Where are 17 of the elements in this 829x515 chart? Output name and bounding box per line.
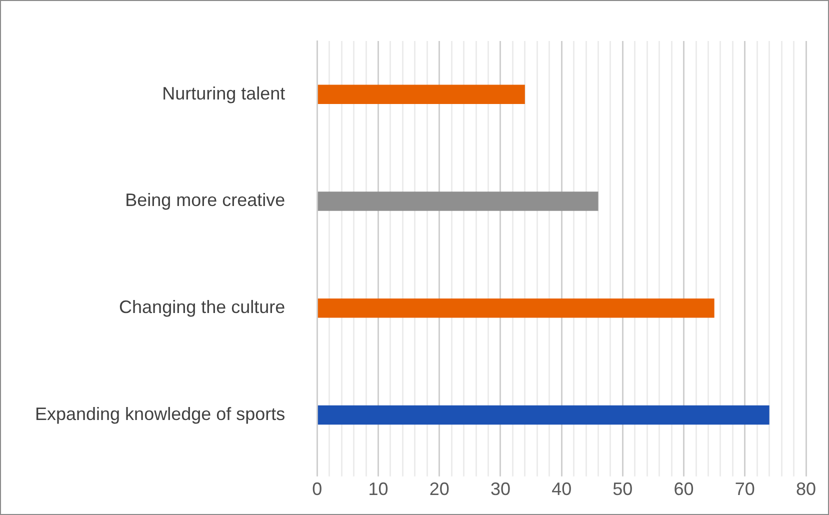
bar <box>318 192 598 211</box>
y-tick-label: Being more creative <box>125 190 286 210</box>
x-tick-label: 40 <box>552 479 572 500</box>
y-tick-label: Nurturing talent <box>162 83 286 104</box>
bar <box>318 405 770 425</box>
x-tick-label: 80 <box>796 479 816 500</box>
y-tick-label: Changing the culture <box>119 297 286 318</box>
x-tick-label: 60 <box>674 479 694 500</box>
x-tick-label: 0 <box>312 479 322 500</box>
y-tick-label: Expanding knowledge of sports <box>34 404 286 424</box>
bar <box>318 84 525 104</box>
x-tick-label: 50 <box>612 479 633 500</box>
x-tick-label: 30 <box>490 479 510 500</box>
x-tick-label: 70 <box>734 479 755 500</box>
x-tick-label: 10 <box>368 479 388 500</box>
x-tick-label: 20 <box>429 479 450 500</box>
bar <box>318 298 714 318</box>
